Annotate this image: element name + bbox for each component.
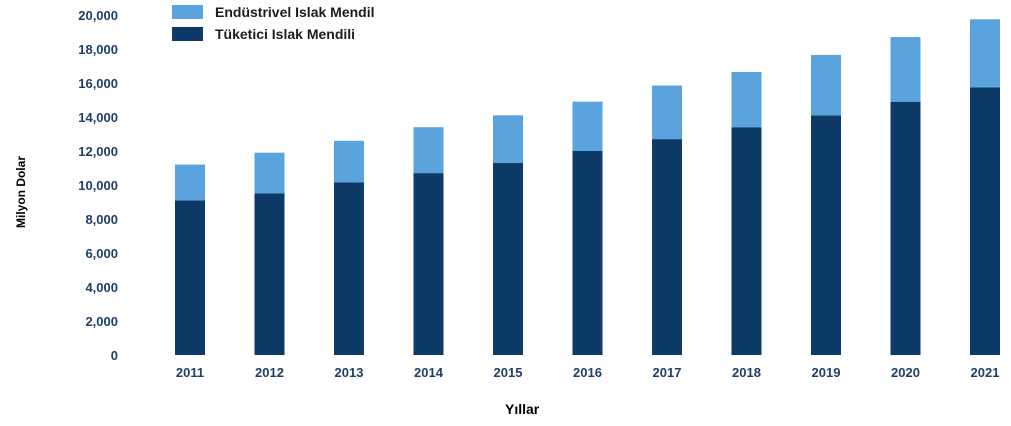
x-axis-ticks: 2011 2012 2013 2014 2015 2016 2017 2018 2019 2020…	[176, 365, 1000, 380]
bar-consumer	[334, 182, 364, 355]
bar-industrial	[413, 127, 444, 174]
x-tick-label: 2013	[335, 365, 364, 380]
bar-consumer	[254, 193, 285, 355]
y-tick-label: 8,000	[85, 212, 118, 227]
x-tick-label: 2019	[812, 365, 841, 380]
legend-label-consumer: Tüketici Islak Mendili	[215, 26, 356, 42]
bars	[175, 19, 1000, 355]
bar-consumer	[413, 173, 444, 355]
bar-industrial	[970, 19, 1000, 88]
y-tick-label: 18,000	[78, 42, 118, 57]
y-axis-ticks: 0 2,000 4,000 6,000 8,000 10,000 12,000 14,000 1…	[78, 8, 118, 363]
legend-label-industrial: Endüstrivel Islak Mendil	[215, 4, 375, 20]
bar-industrial	[890, 37, 921, 102]
bar-industrial	[731, 71, 762, 128]
bar-industrial	[652, 85, 682, 140]
bar-consumer	[572, 151, 603, 355]
legend-swatch-industrial	[172, 5, 203, 19]
y-tick-label: 12,000	[78, 144, 118, 159]
y-tick-label: 4,000	[85, 280, 118, 295]
bar-industrial	[493, 115, 523, 163]
bar-industrial	[334, 140, 364, 183]
bar-consumer	[970, 87, 1000, 355]
bar-industrial	[254, 152, 285, 194]
y-tick-label: 6,000	[85, 246, 118, 261]
x-tick-label: 2012	[255, 365, 284, 380]
legend-item-consumer: Tüketici Islak Mendili	[172, 23, 375, 45]
x-tick-label: 2018	[732, 365, 761, 380]
x-tick-label: 2011	[176, 365, 204, 380]
y-tick-label: 2,000	[85, 314, 118, 329]
bar-industrial	[572, 101, 603, 151]
bar-consumer	[175, 200, 205, 355]
y-tick-label: 10,000	[78, 178, 118, 193]
bar-consumer	[811, 115, 841, 355]
legend: Endüstrivel Islak Mendil Tüketici Islak …	[172, 1, 375, 45]
legend-swatch-consumer	[172, 27, 203, 41]
legend-item-industrial: Endüstrivel Islak Mendil	[172, 1, 375, 23]
y-tick-label: 20,000	[78, 8, 118, 23]
x-tick-label: 2021	[971, 365, 1000, 380]
bar-consumer	[652, 139, 682, 355]
bar-consumer	[890, 101, 921, 355]
bar-consumer	[493, 162, 523, 355]
bar-industrial	[175, 164, 205, 201]
x-axis-label: Yıllar	[505, 401, 540, 417]
x-tick-label: 2014	[414, 365, 444, 380]
y-tick-label: 16,000	[78, 76, 118, 91]
bar-industrial	[811, 54, 841, 116]
y-tick-label: 14,000	[78, 110, 118, 125]
y-tick-label: 0	[111, 348, 118, 363]
y-axis-label: Milyon Dolar	[14, 156, 28, 229]
x-tick-label: 2020	[891, 365, 920, 380]
x-tick-label: 2015	[494, 365, 523, 380]
x-tick-label: 2016	[573, 365, 602, 380]
x-tick-label: 2017	[653, 365, 682, 380]
bar-consumer	[731, 127, 762, 355]
